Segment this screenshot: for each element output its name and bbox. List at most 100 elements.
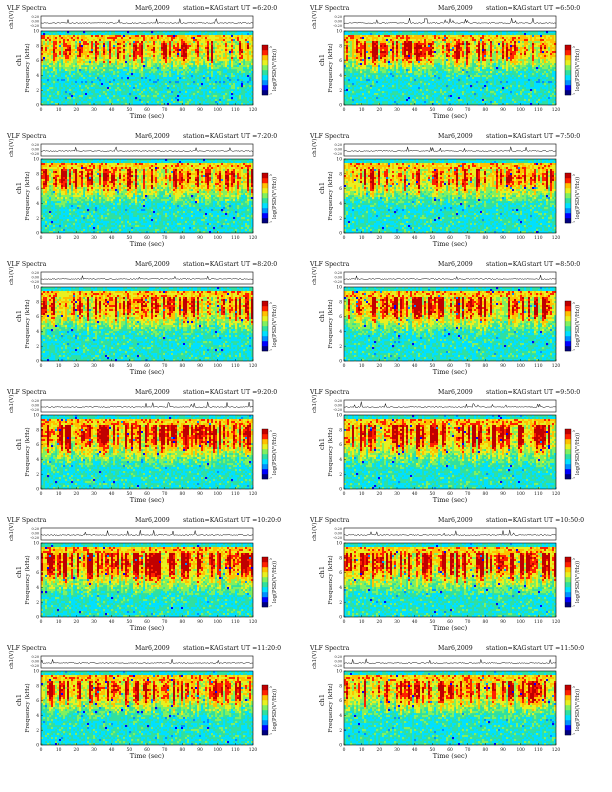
spectrogram-cell — [201, 35, 204, 38]
spectrogram-cell — [217, 39, 220, 42]
spectrogram-cell — [378, 89, 381, 92]
spectrogram-cell — [199, 49, 202, 52]
spectrogram-cell — [163, 95, 166, 98]
spectrogram-cell — [165, 39, 168, 42]
spectrogram-cell — [117, 49, 120, 52]
spectrogram-cell — [139, 83, 142, 86]
spectrogram-cell — [61, 93, 64, 96]
spectrogram-cell — [105, 99, 108, 102]
spectrogram-cell — [61, 57, 64, 60]
spectrogram-cell — [492, 47, 495, 50]
spectrogram-cell — [145, 37, 148, 40]
spectrogram-cell — [247, 103, 250, 106]
spectrogram-cell — [462, 37, 465, 40]
spectrogram-cell — [221, 45, 224, 48]
spectrogram-cell — [490, 67, 493, 70]
colorbar-segment — [262, 85, 268, 91]
spectrogram-cell — [173, 63, 176, 66]
spectrogram-cell — [207, 53, 210, 56]
spectrogram-cell — [59, 45, 62, 48]
spectrogram-cell — [87, 57, 90, 60]
spectrogram-cell — [145, 79, 148, 82]
spectrogram-cell — [368, 95, 371, 98]
spectrogram-cell — [498, 49, 501, 52]
spectrogram-cell — [237, 67, 240, 70]
spectrogram-cell — [486, 41, 489, 44]
spectrogram-cell — [213, 81, 216, 84]
spectrogram-cell — [161, 63, 164, 66]
spectrogram-cell — [468, 53, 471, 56]
spectrogram-cell — [360, 61, 363, 64]
spectrogram-cell — [97, 61, 100, 64]
spectrogram-cell — [223, 93, 226, 96]
spectrogram-cell — [452, 85, 455, 88]
spectrogram-cell — [205, 43, 208, 46]
spectrogram-cell — [97, 59, 100, 62]
spectrogram-cell — [492, 33, 495, 36]
spectrogram-cell — [221, 43, 224, 46]
spectrogram-cell — [181, 91, 184, 94]
spectrogram-cell — [376, 79, 379, 82]
spectrogram-cell — [486, 95, 489, 98]
spectrogram-cell — [245, 65, 248, 68]
spectrogram-cell — [149, 47, 152, 50]
spectrogram-cell — [452, 77, 455, 80]
spectrogram-cell — [79, 83, 82, 86]
spectrogram-cell — [350, 55, 353, 58]
spectrogram-cell — [113, 59, 116, 62]
spectrogram-cell — [418, 65, 421, 68]
spectrogram-cell — [456, 35, 459, 38]
spectrogram-cell — [241, 85, 244, 88]
spectrogram-cell — [129, 69, 132, 72]
spectrogram-cell — [91, 33, 94, 36]
spectrogram-cell — [450, 43, 453, 46]
spectrogram-cell — [219, 35, 222, 38]
spectrogram-cell — [213, 65, 216, 68]
spectrogram-cell — [496, 51, 499, 54]
spectrogram-cell — [169, 35, 172, 38]
spectrogram-cell — [440, 89, 443, 92]
spectrogram-cell — [356, 73, 359, 76]
spectrogram-cell — [243, 47, 246, 50]
spectrogram-cell — [372, 83, 375, 86]
spectrogram-cell — [386, 57, 389, 60]
spectrogram-cell — [450, 41, 453, 44]
spectrogram-cell — [109, 47, 112, 50]
spectrogram-cell — [219, 99, 222, 102]
spectrogram-cell — [169, 71, 172, 74]
spectrogram-cell — [372, 77, 375, 80]
spectrogram-cell — [478, 67, 481, 70]
spectrogram-cell — [398, 45, 401, 48]
spectrogram-cell — [380, 67, 383, 70]
spectrogram-cell — [404, 97, 407, 100]
spectrogram-cell — [111, 41, 114, 44]
spectrogram-cell — [165, 91, 168, 94]
spectrogram-cell — [251, 53, 254, 56]
spectrogram-cell — [484, 75, 487, 78]
spectrogram-cell — [386, 45, 389, 48]
spectrogram-cell — [245, 43, 248, 46]
spectrogram-cell — [163, 91, 166, 94]
spectrogram-cell — [474, 75, 477, 78]
spectrogram-cell — [424, 49, 427, 52]
spectrogram-cell — [173, 45, 176, 48]
spectrogram-cell — [103, 35, 106, 38]
spectrogram-cell — [241, 71, 244, 74]
spectrogram-cell — [173, 101, 176, 104]
spectrogram-cell — [173, 51, 176, 54]
spectrogram-cell — [89, 63, 92, 66]
spectrogram-cell — [402, 65, 405, 68]
spectrogram-cell — [203, 71, 206, 74]
spectrogram-cell — [203, 73, 206, 76]
spectrogram-cell — [376, 71, 379, 74]
spectrogram-cell — [390, 67, 393, 70]
spectrogram-cell — [219, 87, 222, 90]
spectrogram-cell — [380, 79, 383, 82]
spectrogram-cell — [492, 57, 495, 60]
spectrogram-cell — [123, 41, 126, 44]
spectrogram-cell — [59, 55, 62, 58]
spectrogram-cell — [227, 59, 230, 62]
spectrogram-cell — [456, 69, 459, 72]
spectrogram-cell — [364, 85, 367, 88]
spectrogram-cell — [189, 89, 192, 92]
